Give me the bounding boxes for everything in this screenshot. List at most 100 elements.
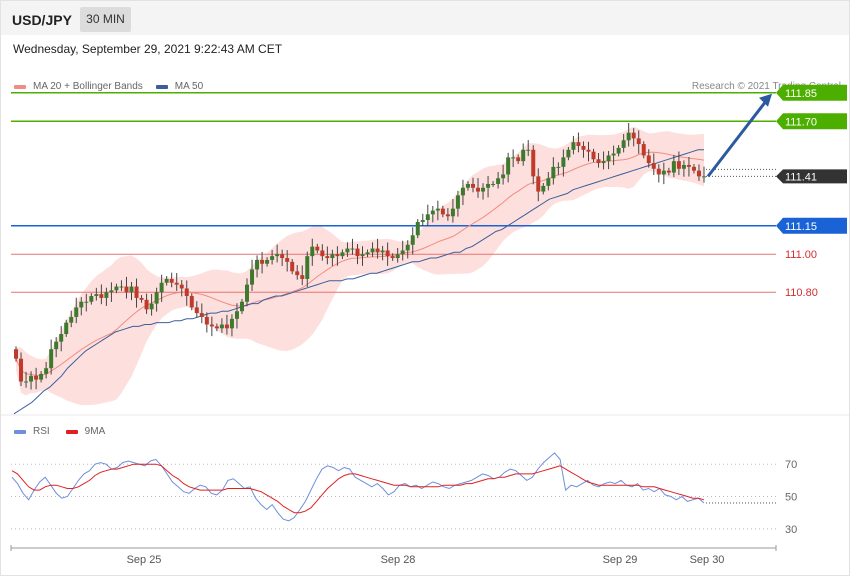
candle-bullish [234, 311, 239, 319]
candle-bullish [239, 301, 244, 312]
candle-bullish [149, 303, 154, 310]
candle-bearish [596, 159, 601, 164]
candle-bearish [320, 250, 325, 257]
candle-bearish [169, 278, 174, 283]
candle-bullish [275, 254, 280, 257]
candle-bullish [29, 375, 34, 382]
candle-bearish [390, 256, 395, 259]
candle-bullish [305, 256, 310, 279]
candle-bearish [315, 246, 320, 251]
ma50-legend-label: MA 50 [174, 81, 204, 92]
rsi-tick-label: 30 [785, 524, 797, 536]
toolbar: USD/JPY 30 MIN [1, 1, 849, 35]
candles-layer [14, 122, 706, 390]
ma20-legend-swatch [14, 84, 26, 89]
resistance-tag [776, 113, 847, 130]
candle-bullish [526, 149, 531, 151]
candle-bullish [681, 164, 686, 169]
candle-bullish [245, 284, 250, 302]
last-price-tag [776, 169, 847, 184]
timestamp: Wednesday, September 29, 2021 9:22:43 AM… [13, 42, 283, 56]
candle-bullish [250, 269, 255, 285]
candle-bullish [621, 140, 626, 148]
x-tick-label: Sep 25 [127, 554, 162, 566]
candle-bullish [415, 221, 420, 236]
candle-bullish [84, 301, 89, 303]
candle-bearish [581, 145, 586, 150]
candle-bullish [94, 294, 99, 297]
candle-bullish [350, 248, 355, 250]
candle-bullish [450, 208, 455, 217]
candle-bullish [400, 250, 405, 255]
candle-bullish [556, 166, 561, 168]
candle-bearish [355, 248, 360, 257]
x-tick-label: Sep 29 [603, 554, 638, 566]
candle-bullish [24, 381, 29, 383]
candle-bearish [134, 286, 139, 298]
candle-bullish [89, 296, 94, 302]
candle-bearish [99, 294, 104, 298]
price-legend: MA 20 + Bollinger Bands MA 50 [14, 81, 203, 92]
x-tick-label: Sep 28 [381, 554, 416, 566]
ma9-legend-swatch [65, 429, 78, 434]
level-lines-layer [11, 92, 776, 293]
candle-bullish [104, 292, 109, 298]
candle-bullish [455, 195, 460, 209]
rsi-tick-label: 50 [785, 492, 797, 504]
candle-bearish [656, 168, 661, 175]
forecast-arrow-shaft [706, 98, 769, 178]
candle-bearish [375, 248, 380, 253]
candle-bearish [214, 326, 219, 329]
candle-bearish [19, 358, 24, 382]
candle-bearish [285, 258, 290, 262]
timeframe-button[interactable]: 30 MIN [80, 7, 131, 32]
candle-bullish [360, 254, 365, 257]
candle-bullish [119, 286, 124, 288]
candle-bullish [49, 349, 54, 369]
candle-bullish [481, 187, 486, 192]
candle-bearish [586, 149, 591, 152]
resistance-label: 111.70 [785, 116, 817, 128]
candle-bearish [260, 259, 265, 264]
candle-bearish [290, 261, 295, 272]
candle-bullish [159, 282, 164, 293]
candle-bullish [59, 334, 64, 342]
candle-bullish [114, 286, 119, 291]
candle-bearish [440, 208, 445, 215]
candle-bearish [666, 170, 671, 173]
candle-bullish [551, 166, 556, 179]
ma20-line [15, 151, 705, 376]
candle-bearish [636, 138, 641, 145]
candle-bullish [39, 373, 44, 380]
candle-bearish [144, 299, 149, 310]
candle-bullish [330, 254, 335, 259]
pivot-tag [776, 217, 847, 234]
candle-bullish [54, 341, 59, 350]
candle-bullish [64, 322, 69, 335]
candle-bearish [34, 375, 39, 380]
candle-bearish [295, 271, 300, 276]
candle-bearish [224, 324, 229, 329]
candle-bullish [546, 178, 551, 186]
candle-bullish [460, 187, 465, 196]
candle-bullish [661, 170, 666, 175]
candle-bearish [124, 286, 129, 293]
ma20-legend-label: MA 20 + Bollinger Bands [33, 81, 143, 92]
ma9-legend-label: 9MA [84, 426, 106, 437]
x-tick-label: Sep 30 [690, 554, 725, 566]
candle-bullish [566, 149, 571, 158]
candle-bullish [561, 157, 566, 167]
candle-bullish [79, 301, 84, 308]
candle-bullish [69, 316, 74, 323]
candle-bullish [109, 290, 114, 293]
candle-bearish [651, 163, 656, 169]
candle-bearish [686, 164, 691, 167]
rsi-legend: RSI 9MA [14, 426, 105, 437]
resistance-tag [776, 84, 847, 101]
candle-bullish [154, 292, 159, 304]
forecast-arrow-layer [706, 93, 772, 178]
candle-bearish [209, 324, 214, 327]
candle-bearish [591, 151, 596, 160]
candle-bullish [435, 208, 440, 211]
candle-bullish [541, 185, 546, 192]
